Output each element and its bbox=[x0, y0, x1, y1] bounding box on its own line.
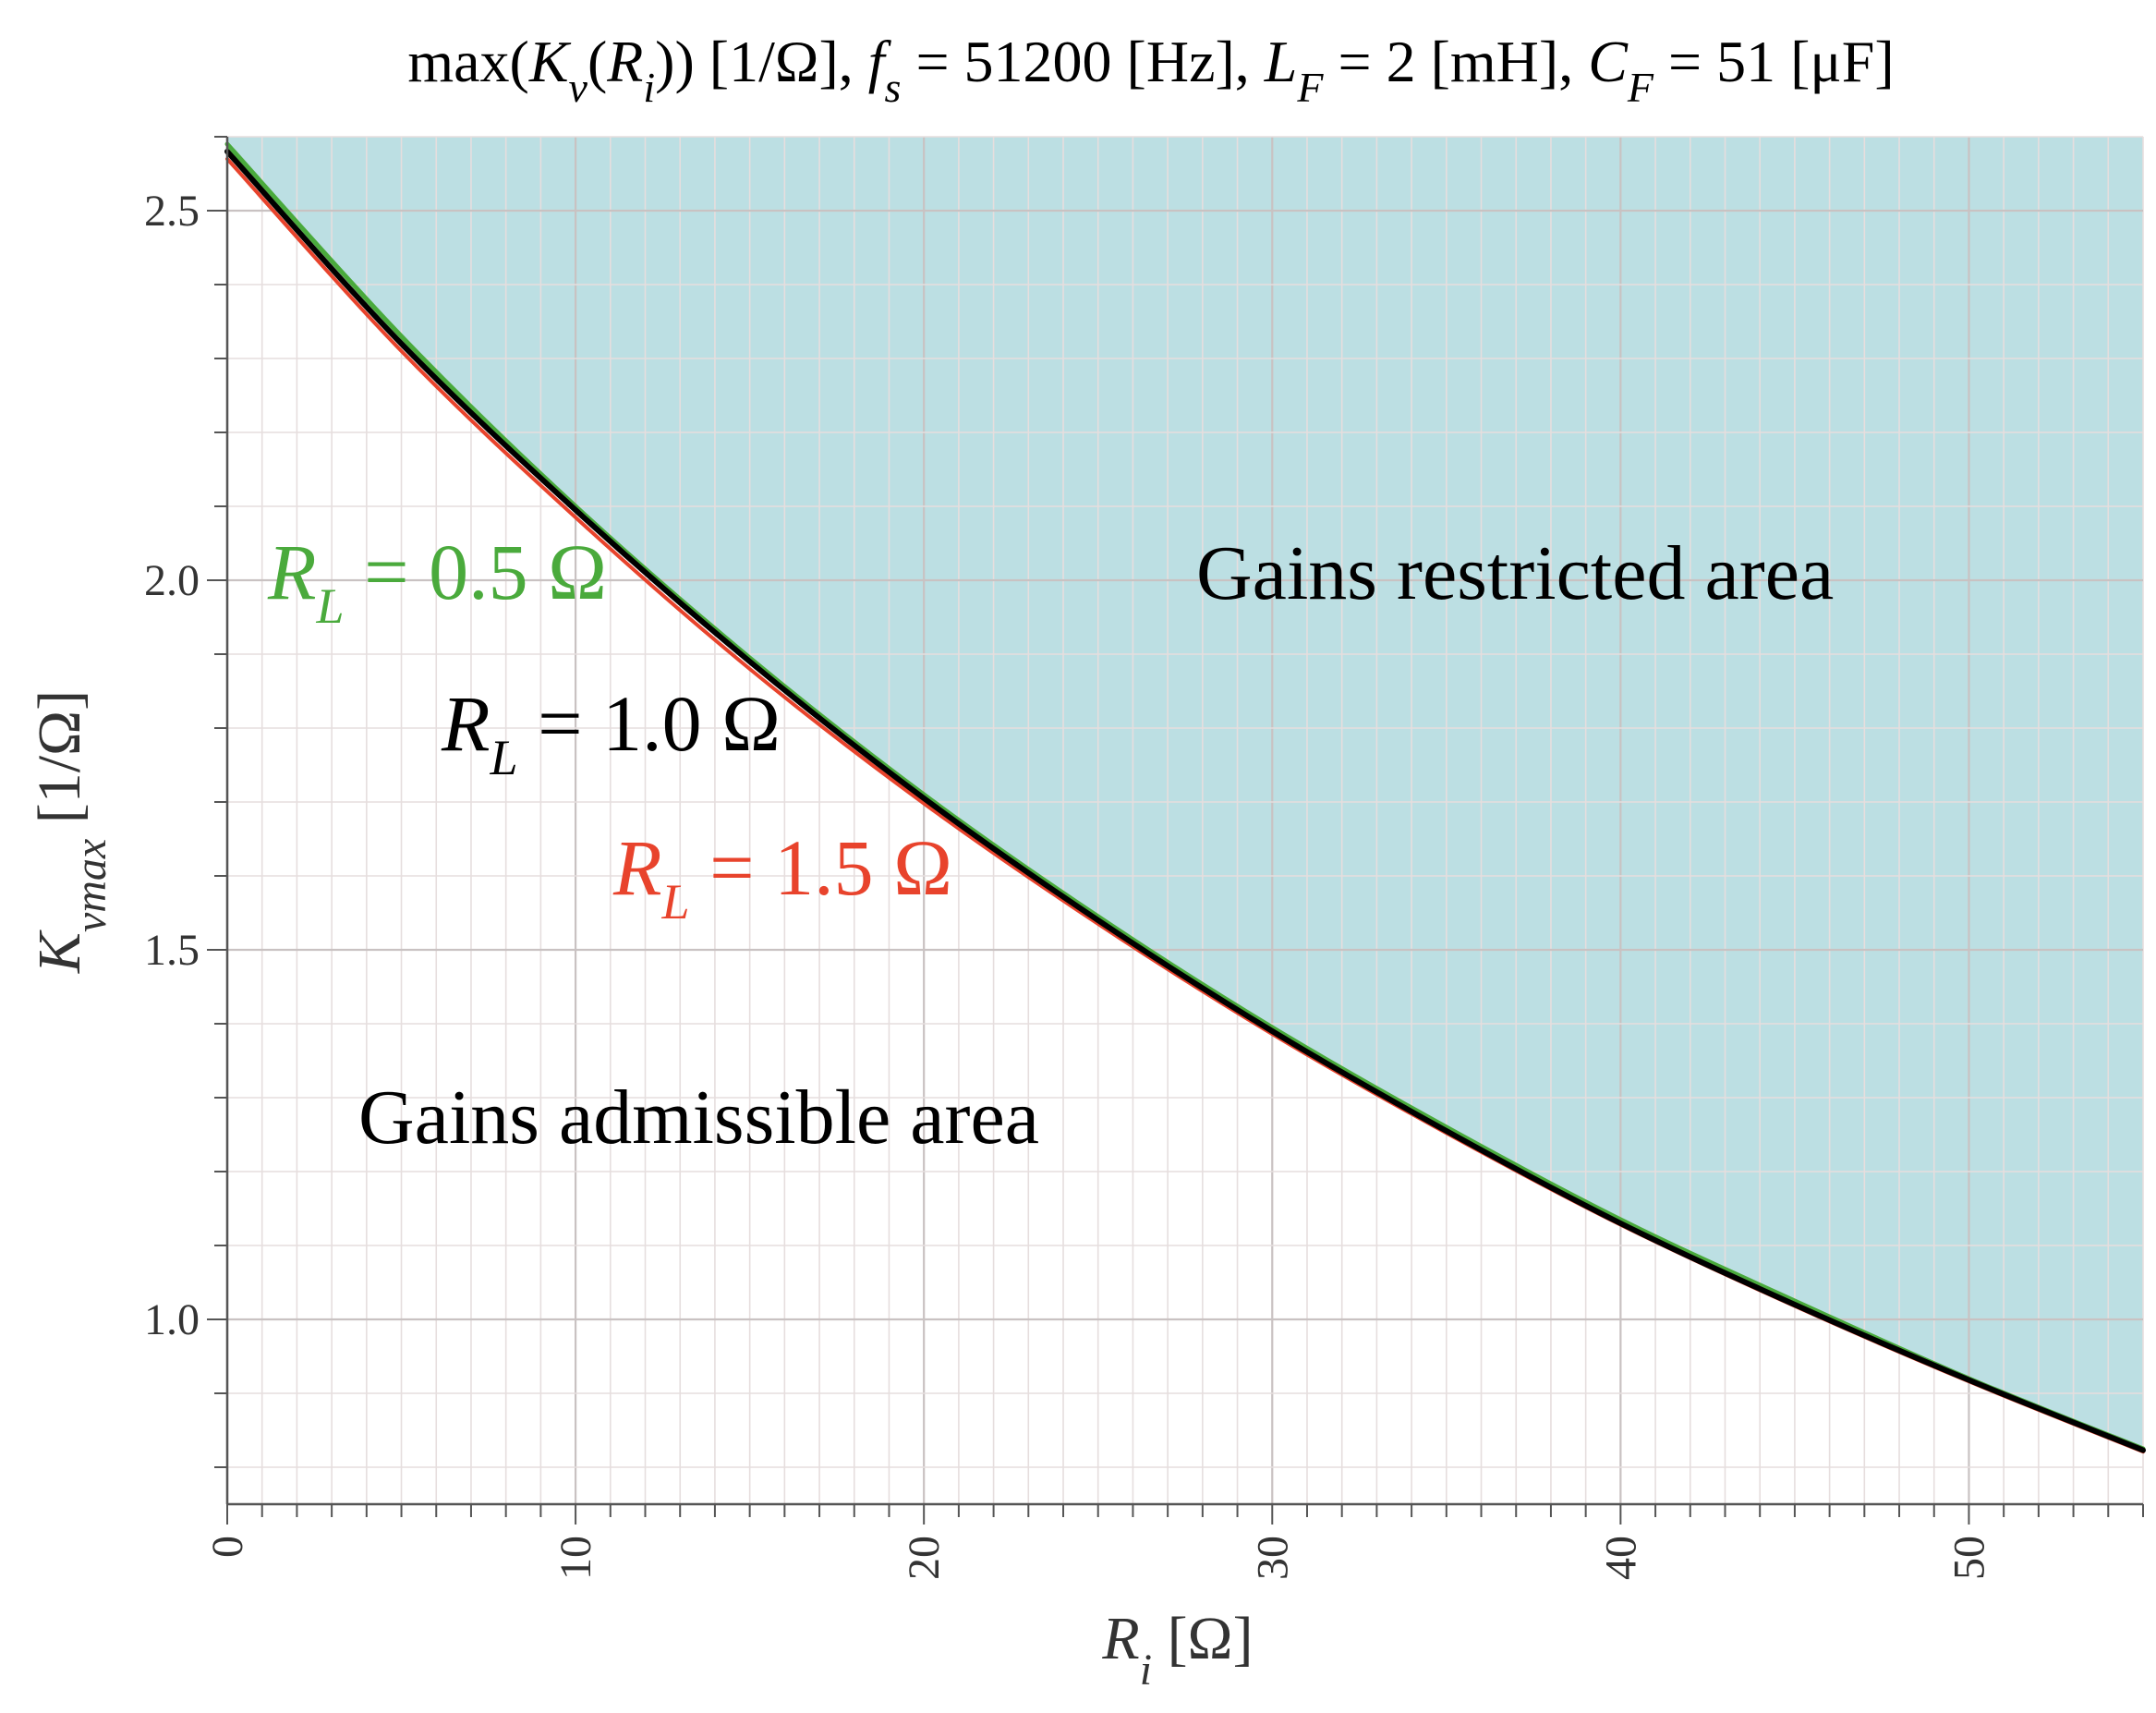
admissible-area-label: Gains admissible area bbox=[358, 1075, 1039, 1160]
axes bbox=[207, 136, 2144, 1525]
series-label-rl-0-5: RL = 0.5 Ω bbox=[267, 528, 607, 634]
y-axis-label: Kvmax [1/Ω] bbox=[26, 690, 115, 974]
series-label-rl-1-0: RL = 1.0 Ω bbox=[441, 679, 781, 785]
x-tick-label: 10 bbox=[551, 1536, 600, 1580]
y-tick-label: 1.0 bbox=[144, 1295, 200, 1344]
series-lines bbox=[224, 141, 2146, 1454]
x-tick-label: 0 bbox=[203, 1536, 252, 1558]
y-tick-label: 1.5 bbox=[144, 926, 200, 975]
x-tick-label: 50 bbox=[1944, 1536, 1993, 1580]
x-tick-label: 40 bbox=[1596, 1536, 1645, 1580]
y-tick-labels: 1.0 1.5 2.0 2.5 bbox=[144, 187, 200, 1344]
x-tick-label: 30 bbox=[1248, 1536, 1297, 1580]
x-tick-labels: 0 10 20 30 40 50 bbox=[203, 1536, 1993, 1580]
y-tick-label: 2.0 bbox=[144, 556, 200, 605]
x-axis-label: Ri [Ω] bbox=[1101, 1605, 1253, 1695]
x-tick-label: 20 bbox=[900, 1536, 949, 1580]
series-line-0 bbox=[224, 141, 2146, 1452]
series-label-rl-1-5: RL = 1.5 Ω bbox=[612, 823, 952, 929]
chart-title: max(Kv(Ri)) [1/Ω], fs = 51200 [Hz], LF =… bbox=[407, 29, 1894, 111]
restricted-area-fill bbox=[227, 137, 2143, 1449]
y-tick-label: 2.5 bbox=[144, 187, 200, 236]
series-line-1 bbox=[224, 149, 2146, 1453]
restricted-area-label: Gains restricted area bbox=[1196, 530, 1834, 616]
